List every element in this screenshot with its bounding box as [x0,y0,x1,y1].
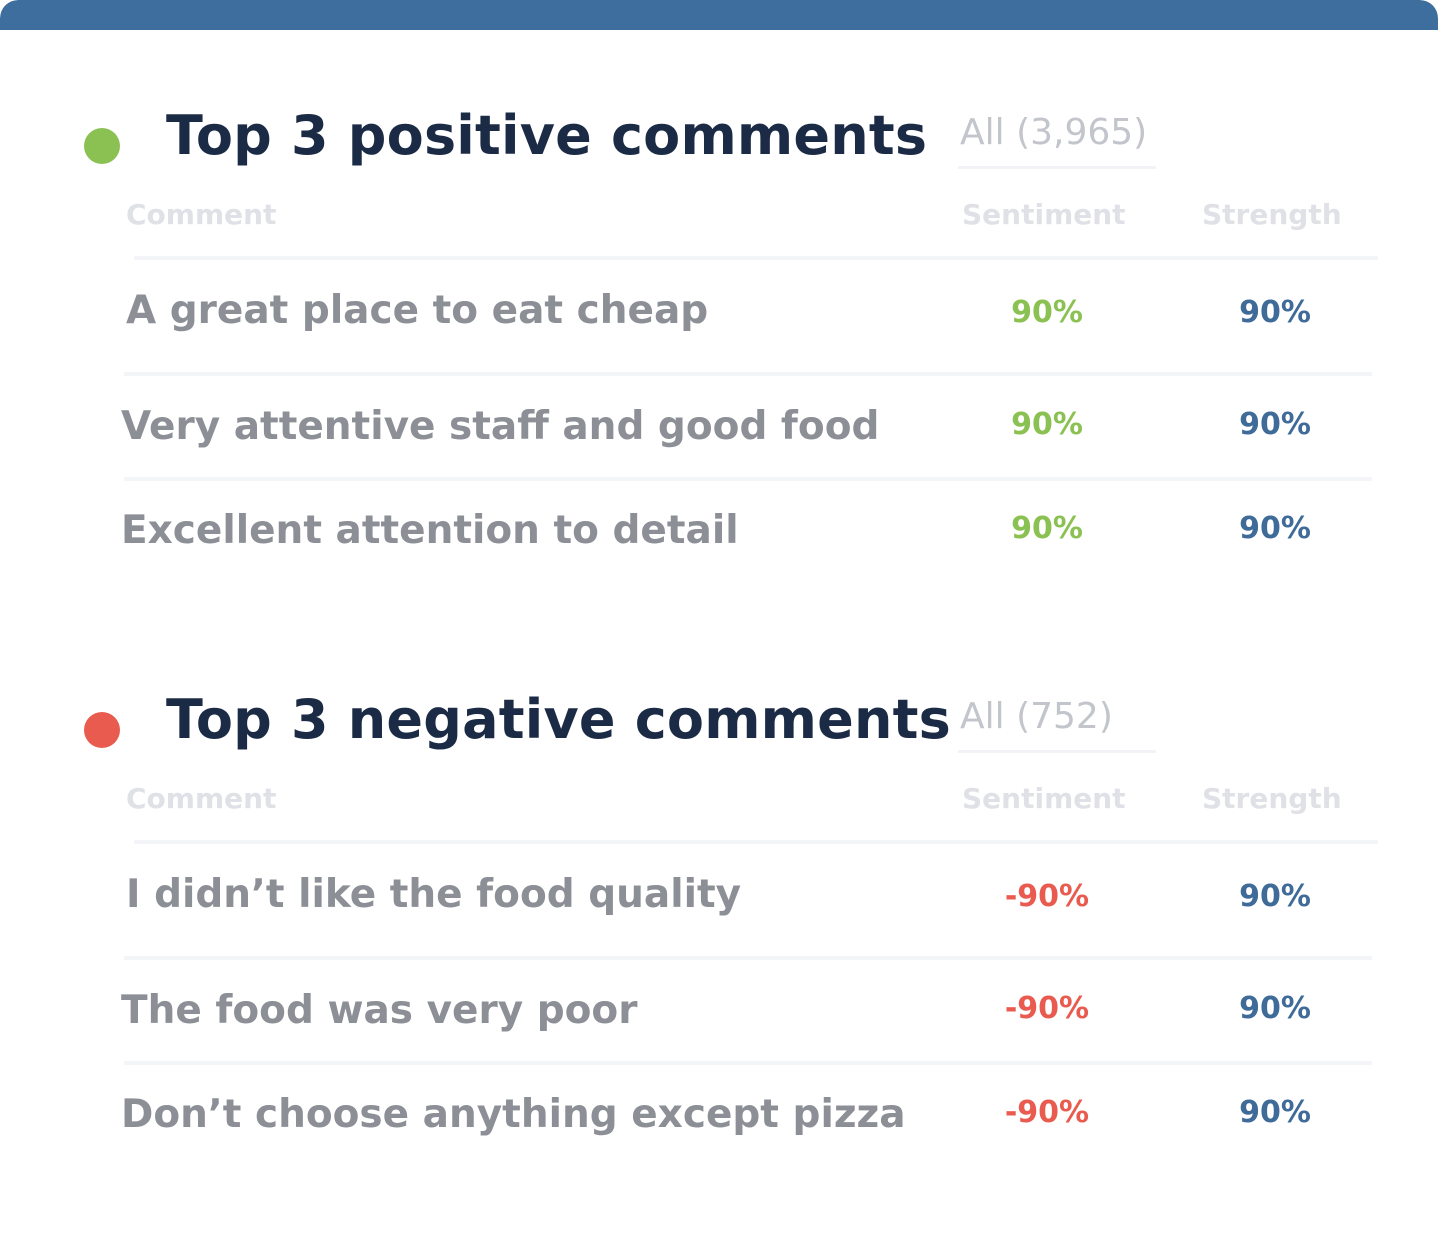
comment-text: The food was very poor [121,988,638,1033]
sentiment-column-header: Sentiment [962,198,1126,231]
sentiment-column-header: Sentiment [962,782,1126,815]
positive-comments-section: Top 3 positive comments All (3,965) Comm… [0,0,1438,553]
comment-column-header: Comment [126,782,277,815]
row-divider [124,372,1372,376]
negative-all-link[interactable]: All (752) [960,696,1113,737]
positive-section-title: Top 3 positive comments [166,104,928,167]
comment-text: A great place to eat cheap [126,288,709,333]
comment-text: Excellent attention to detail [121,508,739,553]
negative-all-link-underline [958,750,1156,753]
positive-indicator-dot [84,128,120,164]
header-divider [134,840,1378,844]
positive-all-link-underline [958,166,1156,169]
card-accent-bar [0,0,1438,30]
strength-value: 90% [1239,991,1311,1026]
sentiment-value: 90% [1011,407,1083,442]
negative-comments-section: Top 3 negative comments All (752) Commen… [0,584,1438,1137]
comment-text: Don’t choose anything except pizza [121,1092,906,1137]
strength-value: 90% [1239,1095,1311,1130]
comment-text: Very attentive staff and good food [121,404,880,449]
header-divider [134,256,1378,260]
sentiment-value: 90% [1011,295,1083,330]
strength-column-header: Strength [1202,198,1342,231]
strength-value: 90% [1239,407,1311,442]
sentiment-value: -90% [1004,1095,1090,1130]
strength-value: 90% [1239,511,1311,546]
comment-text: I didn’t like the food quality [126,872,742,917]
row-divider [124,956,1372,960]
sentiment-value: 90% [1011,511,1083,546]
positive-all-link[interactable]: All (3,965) [960,112,1148,153]
sentiment-value: -90% [1004,879,1090,914]
row-divider [124,1061,1372,1065]
strength-column-header: Strength [1202,782,1342,815]
negative-indicator-dot [84,712,120,748]
negative-section-title: Top 3 negative comments [166,688,951,751]
strength-value: 90% [1239,295,1311,330]
strength-value: 90% [1239,879,1311,914]
comment-column-header: Comment [126,198,277,231]
sentiment-value: -90% [1004,991,1090,1026]
row-divider [124,477,1372,481]
